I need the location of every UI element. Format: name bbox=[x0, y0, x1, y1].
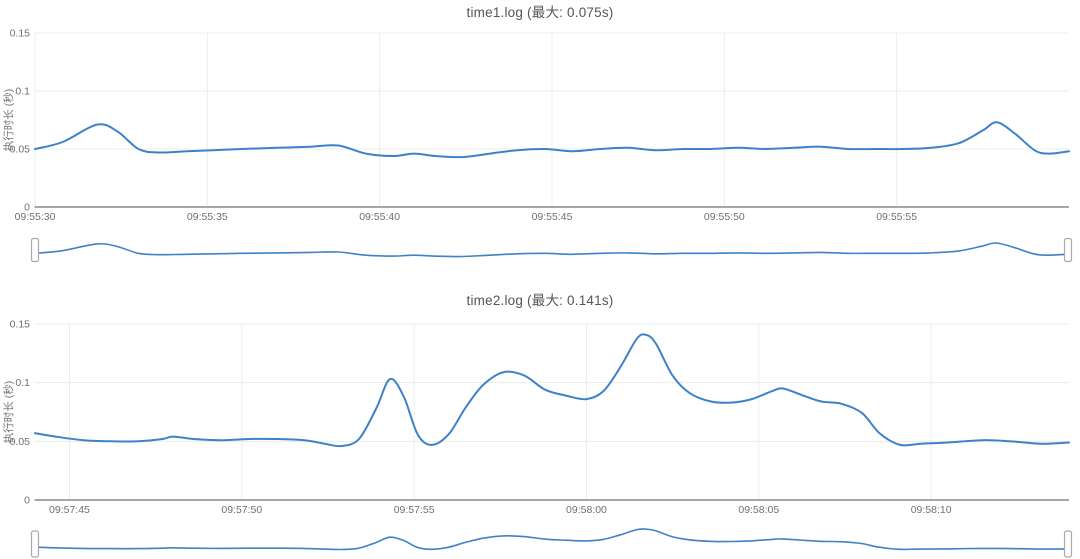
y-tick-label: 0 bbox=[24, 202, 30, 214]
datazoom-left-handle[interactable] bbox=[30, 530, 40, 558]
x-tick-label: 09:55:30 bbox=[15, 211, 56, 223]
y-tick-label: 0.05 bbox=[10, 436, 31, 448]
x-tick-label: 09:55:40 bbox=[359, 211, 400, 223]
y-tick-label: 0.05 bbox=[10, 144, 31, 156]
chart-2-title: time2.log (最大: 0.141s) bbox=[466, 293, 614, 308]
datazoom-preview-line bbox=[34, 242, 1069, 258]
datazoom-right-handle[interactable] bbox=[1063, 530, 1073, 558]
x-tick-label: 09:57:45 bbox=[49, 504, 90, 516]
series-line bbox=[34, 333, 1070, 448]
datazoom-slider[interactable] bbox=[30, 528, 1073, 558]
x-tick-label: 09:58:00 bbox=[566, 504, 607, 516]
y-axis-name: 执行时长 (秒) bbox=[2, 381, 15, 443]
datazoom-preview-line bbox=[34, 528, 1069, 551]
chart-2-plot: 0 0.05 0.1 0.15 09:57:45 09:57:50 09:57:55 09:5… bbox=[2, 319, 1070, 516]
datazoom-right-handle[interactable] bbox=[1063, 237, 1073, 263]
datazoom-left-handle[interactable] bbox=[30, 237, 40, 263]
y-tick-label: 0.15 bbox=[10, 28, 31, 40]
x-tick-label: 09:58:10 bbox=[911, 504, 952, 516]
x-tick-label: 09:57:55 bbox=[394, 504, 435, 516]
x-tick-label: 09:55:55 bbox=[876, 211, 917, 223]
x-tick-label: 09:55:50 bbox=[704, 211, 745, 223]
x-tick-label: 09:57:50 bbox=[221, 504, 262, 516]
y-tick-label: 0.1 bbox=[15, 86, 30, 98]
y-axis-name: 执行时长 (秒) bbox=[2, 89, 15, 151]
chart-1-plot: 0 0.05 0.1 0.15 09:55:30 09:55:35 09:55:40 09:5… bbox=[2, 28, 1070, 223]
x-tick-label: 09:58:05 bbox=[738, 504, 779, 516]
x-tick-label: 09:55:35 bbox=[187, 211, 228, 223]
x-tick-label: 09:55:45 bbox=[532, 211, 573, 223]
chart-1-title: time1.log (最大: 0.075s) bbox=[466, 5, 614, 20]
y-tick-label: 0 bbox=[24, 495, 30, 507]
datazoom-slider[interactable] bbox=[30, 237, 1073, 263]
y-tick-label: 0.1 bbox=[15, 377, 30, 389]
y-tick-label: 0.15 bbox=[10, 319, 31, 331]
series-line bbox=[34, 121, 1070, 159]
